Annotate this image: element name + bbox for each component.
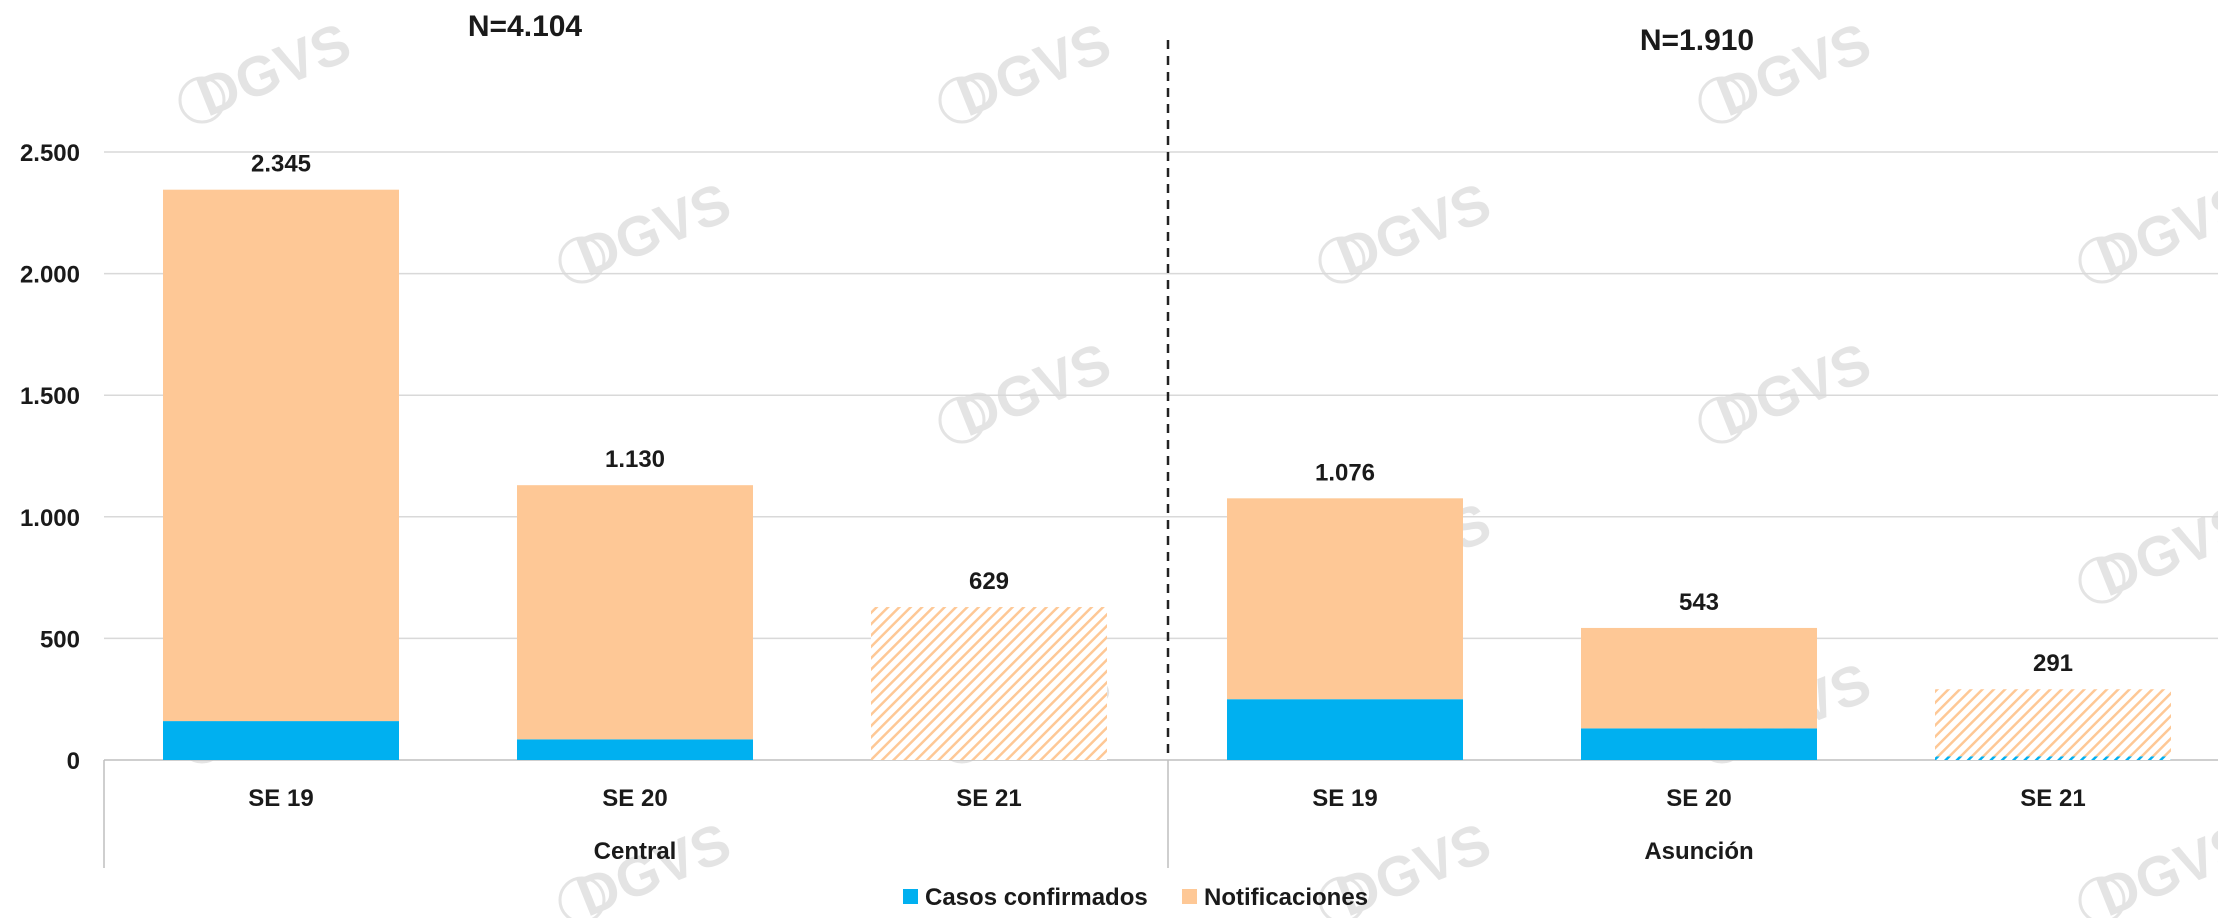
watermark-mark: DGVS xyxy=(938,330,1119,448)
y-tick-label: 1.500 xyxy=(20,383,80,410)
watermark-text: DGVS xyxy=(948,10,1119,128)
y-tick-label: 1.000 xyxy=(20,505,80,532)
bar-total-label: 291 xyxy=(2033,650,2073,677)
watermark-mark: DGVS xyxy=(1318,170,1499,288)
group-label: Asunción xyxy=(1644,838,1753,865)
bar-confirmed xyxy=(517,739,753,760)
watermark-mark: DGVS xyxy=(558,170,739,288)
bar-total-label: 1.130 xyxy=(605,446,665,473)
bar-total-label: 629 xyxy=(969,568,1009,595)
y-tick-label: 500 xyxy=(40,626,80,653)
bar-notifications xyxy=(163,189,399,722)
bar-notifications xyxy=(1227,498,1463,700)
y-tick-label: 2.500 xyxy=(20,140,80,167)
bar-notifications xyxy=(1581,627,1817,729)
watermark-mark: DGVS xyxy=(938,10,1119,128)
legend: Casos confirmados Notificaciones xyxy=(903,884,1368,911)
watermark-mark: DGVS xyxy=(178,10,359,128)
watermark-text: DGVS xyxy=(2088,170,2218,288)
group-label: Central xyxy=(594,838,677,865)
bar-confirmed xyxy=(1227,699,1463,760)
y-tick-label: 2.000 xyxy=(20,262,80,289)
x-tick-label: SE 19 xyxy=(248,785,313,812)
x-tick-label: SE 20 xyxy=(1666,785,1731,812)
bar-notifications xyxy=(871,607,1107,760)
bar-total-label: 2.345 xyxy=(251,151,311,178)
watermark-text: DGVS xyxy=(2088,490,2218,608)
legend-item: Notificaciones xyxy=(1182,884,1368,911)
watermark-mark: DGVS xyxy=(2078,490,2218,608)
x-tick-label: SE 19 xyxy=(1312,785,1377,812)
watermark-text: DGVS xyxy=(188,10,359,128)
bar-confirmed xyxy=(1935,756,2171,760)
bar-layer xyxy=(163,189,2171,760)
watermark-mark: DGVS xyxy=(2078,810,2218,918)
watermark-text: DGVS xyxy=(1328,170,1499,288)
bar-total-label: 1.076 xyxy=(1315,459,1375,486)
x-tick-label: SE 21 xyxy=(2020,785,2085,812)
bar-total-label: 543 xyxy=(1679,589,1719,616)
watermark-text: DGVS xyxy=(948,330,1119,448)
legend-item: Casos confirmados xyxy=(903,884,1148,911)
legend-label: Casos confirmados xyxy=(925,884,1148,911)
legend-swatch xyxy=(1182,889,1197,904)
watermark-text: DGVS xyxy=(2088,810,2218,918)
n-label: N=1.910 xyxy=(1640,24,1754,57)
bar-notifications xyxy=(1935,689,2171,757)
bar-notifications xyxy=(517,485,753,740)
x-tick-label: SE 21 xyxy=(956,785,1021,812)
y-tick-label: 0 xyxy=(67,748,80,775)
watermark-mark: DGVS xyxy=(2078,170,2218,288)
legend-swatch xyxy=(903,889,918,904)
bar-confirmed xyxy=(163,721,399,760)
legend-label: Notificaciones xyxy=(1204,884,1368,911)
x-tick-label: SE 20 xyxy=(602,785,667,812)
watermark-text: DGVS xyxy=(1708,330,1879,448)
bar-confirmed xyxy=(1581,728,1817,760)
label-layer: 2.345 SE 19 1.130 SE 20 629 SE 21 Central N=4.1… xyxy=(248,10,2085,865)
grid-layer xyxy=(104,151,2218,640)
watermark-text: DGVS xyxy=(568,170,739,288)
watermark-mark: DGVS xyxy=(1698,330,1879,448)
n-label: N=4.104 xyxy=(468,10,583,43)
axis-layer: 0 500 1.000 1.500 2.000 2.500 xyxy=(20,40,2218,868)
